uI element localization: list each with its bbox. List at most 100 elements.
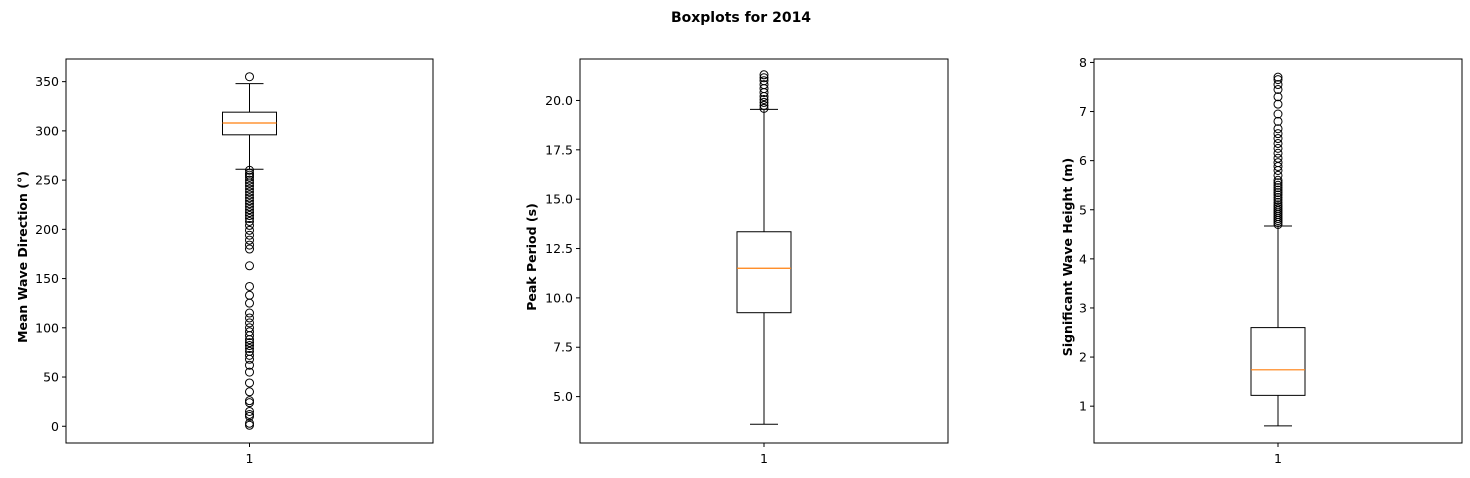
outlier-point <box>245 190 254 200</box>
panel-significant-wave-height: Significant Wave Height (m) 1 2 3 4 5 6 7 8 1 <box>1060 55 1463 466</box>
outlier-point <box>1273 185 1283 195</box>
outlier-point <box>1273 192 1283 202</box>
y-tick-label: 7 <box>1079 104 1087 119</box>
y-tick-label: 100 <box>35 320 59 335</box>
outlier-point <box>759 94 769 104</box>
y-tick-label: 5.0 <box>553 389 573 404</box>
plot-frame <box>65 58 434 444</box>
outlier-point <box>245 216 254 226</box>
x-tick-label: 1 <box>1274 451 1282 466</box>
outlier-point <box>245 420 254 430</box>
outlier-point <box>245 165 254 175</box>
outlier-point <box>245 211 254 221</box>
outlier-point <box>245 411 254 421</box>
outlier-point <box>245 225 254 235</box>
y-tick-label: 250 <box>35 173 59 188</box>
outlier-point <box>245 220 254 230</box>
outlier-point <box>1273 158 1283 168</box>
y-tick-label: 15.0 <box>545 192 573 207</box>
outlier-point <box>1273 170 1283 180</box>
outlier-point <box>245 398 254 408</box>
y-axis-label: Peak Period (s) <box>524 203 539 311</box>
outlier-point <box>1273 197 1283 207</box>
y-tick-label: 8 <box>1079 55 1087 70</box>
outlier-point <box>1273 143 1283 153</box>
outlier-point <box>1273 116 1283 126</box>
x-tick-label: 1 <box>760 451 768 466</box>
outlier-point <box>245 244 254 254</box>
outlier-point <box>245 331 254 341</box>
outlier-point <box>245 178 254 188</box>
outlier-point <box>245 175 254 185</box>
outlier-point <box>245 208 254 218</box>
outlier-point <box>759 73 769 83</box>
outlier-point <box>245 308 254 318</box>
outlier-point <box>1273 153 1283 163</box>
outlier-point <box>245 261 254 271</box>
outlier-point <box>1273 80 1283 90</box>
outlier-point <box>245 202 254 212</box>
outlier-point <box>245 360 254 370</box>
outlier-point <box>1273 129 1283 139</box>
outlier-point <box>759 103 769 113</box>
outlier-point <box>245 378 254 388</box>
outlier-point <box>245 230 254 240</box>
y-tick-label: 350 <box>35 74 59 89</box>
y-tick-label: 10.0 <box>545 290 573 305</box>
outlier-point <box>1273 92 1283 102</box>
outlier-point <box>759 76 769 86</box>
iqr-box <box>736 231 792 314</box>
outlier-point <box>245 350 254 360</box>
outlier-point <box>1273 72 1283 82</box>
panel-peak-period: Peak Period (s) 5.0 7.5 10.0 12.5 15.0 17.5 20… <box>524 58 949 466</box>
outlier-point <box>245 290 254 300</box>
outlier-point <box>1273 109 1283 119</box>
outlier-point <box>245 187 254 197</box>
y-tick-label: 50 <box>43 370 59 385</box>
outlier-point <box>759 70 769 80</box>
outlier-point <box>1273 183 1283 193</box>
iqr-box <box>1250 327 1306 396</box>
outlier-point <box>1273 148 1283 158</box>
y-tick-label: 300 <box>35 123 59 138</box>
outlier-point <box>245 172 254 182</box>
outlier-point <box>245 343 254 353</box>
y-tick-label: 17.5 <box>545 142 573 157</box>
x-tick-label: 1 <box>246 451 254 466</box>
outlier-point <box>245 367 254 377</box>
outlier-point <box>245 184 254 194</box>
y-tick-label: 2 <box>1079 350 1087 365</box>
outlier-point <box>1273 188 1283 198</box>
y-tick-label: 200 <box>35 222 59 237</box>
outlier-point <box>245 235 254 245</box>
outlier-point <box>245 281 254 291</box>
figure-title: Boxplots for 2014 <box>671 10 811 26</box>
outlier-point <box>245 196 254 206</box>
outlier-point <box>245 240 254 250</box>
outlier-point <box>245 341 254 351</box>
outlier-point <box>1273 84 1283 94</box>
outlier-point <box>245 313 254 323</box>
outlier-point <box>245 335 254 345</box>
y-tick-label: 150 <box>35 271 59 286</box>
outlier-point <box>1273 180 1283 190</box>
panel-mean-wave-direction: Mean Wave Direction (°) 0 50 100 150 200 250 3… <box>15 58 434 466</box>
y-tick-label: 4 <box>1079 251 1087 266</box>
outlier-point <box>1273 99 1283 109</box>
y-tick-label: 3 <box>1079 300 1087 315</box>
outlier-point <box>245 406 254 416</box>
y-tick-label: 1 <box>1079 399 1087 414</box>
outlier-point <box>245 193 254 203</box>
outlier-point <box>1273 175 1283 185</box>
outlier-point <box>1273 200 1283 210</box>
outlier-point <box>1273 190 1283 200</box>
y-axis-label: Mean Wave Direction (°) <box>15 171 30 343</box>
y-tick-label: 6 <box>1079 153 1087 168</box>
outlier-point <box>759 100 769 110</box>
outlier-point <box>759 97 769 107</box>
outlier-point <box>245 199 254 209</box>
outlier-point <box>245 396 254 406</box>
y-axis-label: Significant Wave Height (m) <box>1060 158 1075 356</box>
y-tick-label: 0 <box>51 419 59 434</box>
outlier-point <box>245 72 254 82</box>
